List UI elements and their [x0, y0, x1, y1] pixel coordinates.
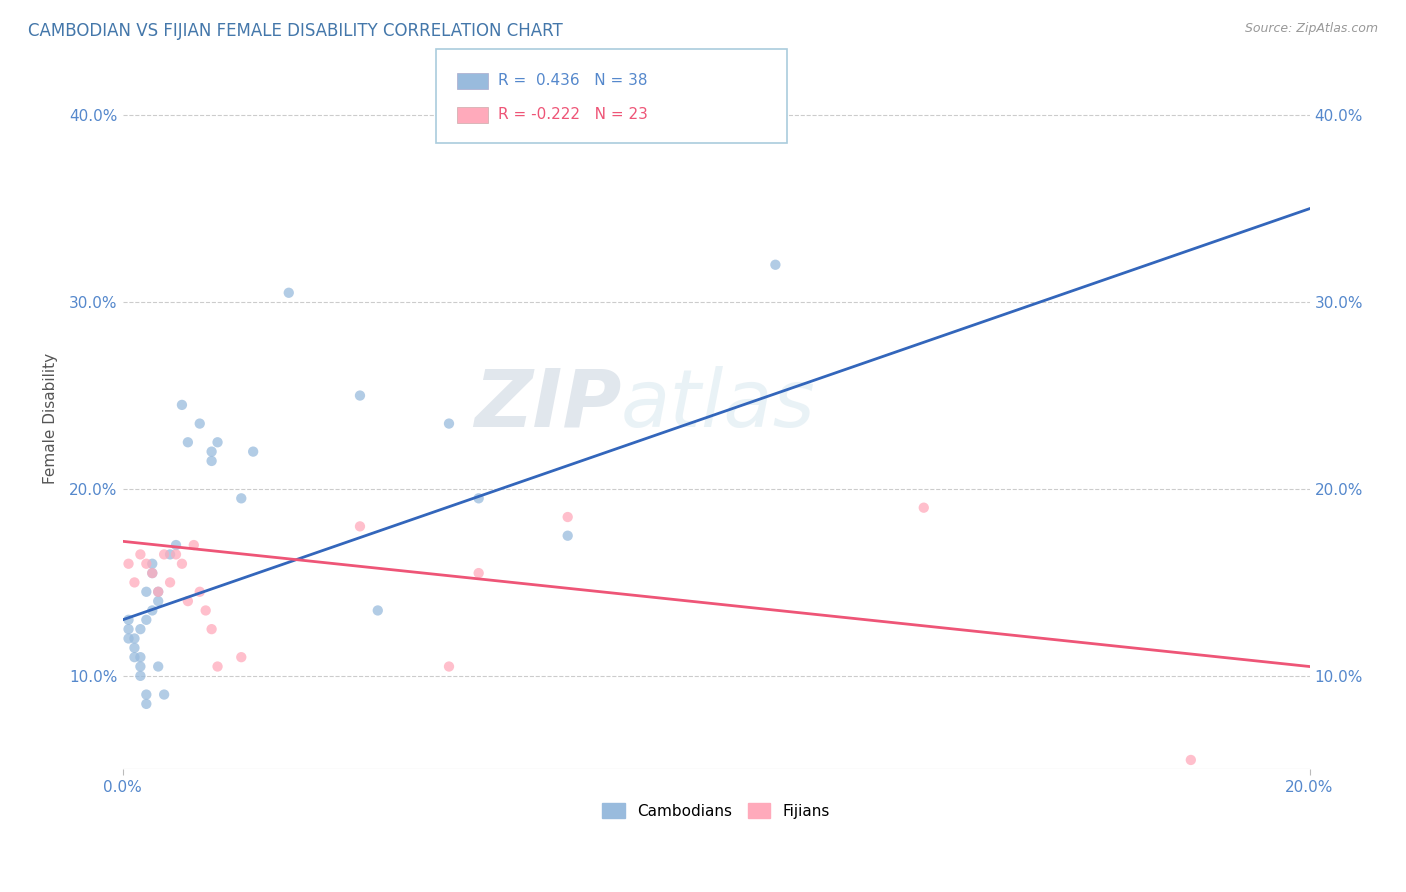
Point	[188, 584, 211, 599]
Point	[207, 659, 229, 673]
Point	[135, 557, 157, 571]
Point	[159, 548, 181, 562]
Point	[201, 444, 224, 458]
Point	[170, 557, 193, 571]
Point	[129, 622, 152, 636]
Point	[129, 548, 152, 562]
Point	[141, 566, 163, 580]
Point	[467, 566, 489, 580]
Point	[135, 584, 157, 599]
Text: atlas: atlas	[621, 366, 815, 444]
Point	[153, 548, 176, 562]
Text: Source: ZipAtlas.com: Source: ZipAtlas.com	[1244, 22, 1378, 36]
Point	[129, 659, 152, 673]
Point	[117, 613, 139, 627]
Point	[117, 557, 139, 571]
Point	[177, 435, 200, 450]
Point	[437, 417, 460, 431]
Legend: Cambodians, Fijians: Cambodians, Fijians	[596, 797, 837, 825]
Text: CAMBODIAN VS FIJIAN FEMALE DISABILITY CORRELATION CHART: CAMBODIAN VS FIJIAN FEMALE DISABILITY CO…	[28, 22, 562, 40]
Point	[201, 622, 224, 636]
Point	[124, 650, 146, 665]
Point	[170, 398, 193, 412]
Point	[165, 548, 187, 562]
Point	[277, 285, 299, 300]
Point	[467, 491, 489, 506]
Y-axis label: Female Disability: Female Disability	[44, 353, 58, 484]
Point	[141, 603, 163, 617]
Point	[912, 500, 935, 515]
Point	[207, 435, 229, 450]
Point	[141, 557, 163, 571]
Point	[1180, 753, 1202, 767]
Point	[135, 697, 157, 711]
Point	[349, 388, 371, 402]
Point	[194, 603, 217, 617]
Point	[148, 584, 170, 599]
Point	[117, 622, 139, 636]
Point	[135, 613, 157, 627]
Point	[124, 575, 146, 590]
Point	[148, 659, 170, 673]
Point	[117, 632, 139, 646]
Point	[231, 650, 253, 665]
Point	[177, 594, 200, 608]
Point	[557, 529, 579, 543]
Point	[349, 519, 371, 533]
Point	[188, 417, 211, 431]
Text: ZIP: ZIP	[474, 366, 621, 444]
Text: R =  0.436   N = 38: R = 0.436 N = 38	[498, 73, 647, 88]
Point	[763, 258, 786, 272]
Point	[148, 594, 170, 608]
Text: R = -0.222   N = 23: R = -0.222 N = 23	[498, 107, 648, 122]
Point	[201, 454, 224, 468]
Point	[124, 632, 146, 646]
Point	[153, 688, 176, 702]
Point	[231, 491, 253, 506]
Point	[557, 510, 579, 524]
Point	[129, 669, 152, 683]
Point	[141, 566, 163, 580]
Point	[165, 538, 187, 552]
Point	[135, 688, 157, 702]
Point	[183, 538, 205, 552]
Point	[129, 650, 152, 665]
Point	[437, 659, 460, 673]
Point	[367, 603, 389, 617]
Point	[148, 584, 170, 599]
Point	[242, 444, 264, 458]
Point	[159, 575, 181, 590]
Point	[124, 640, 146, 655]
